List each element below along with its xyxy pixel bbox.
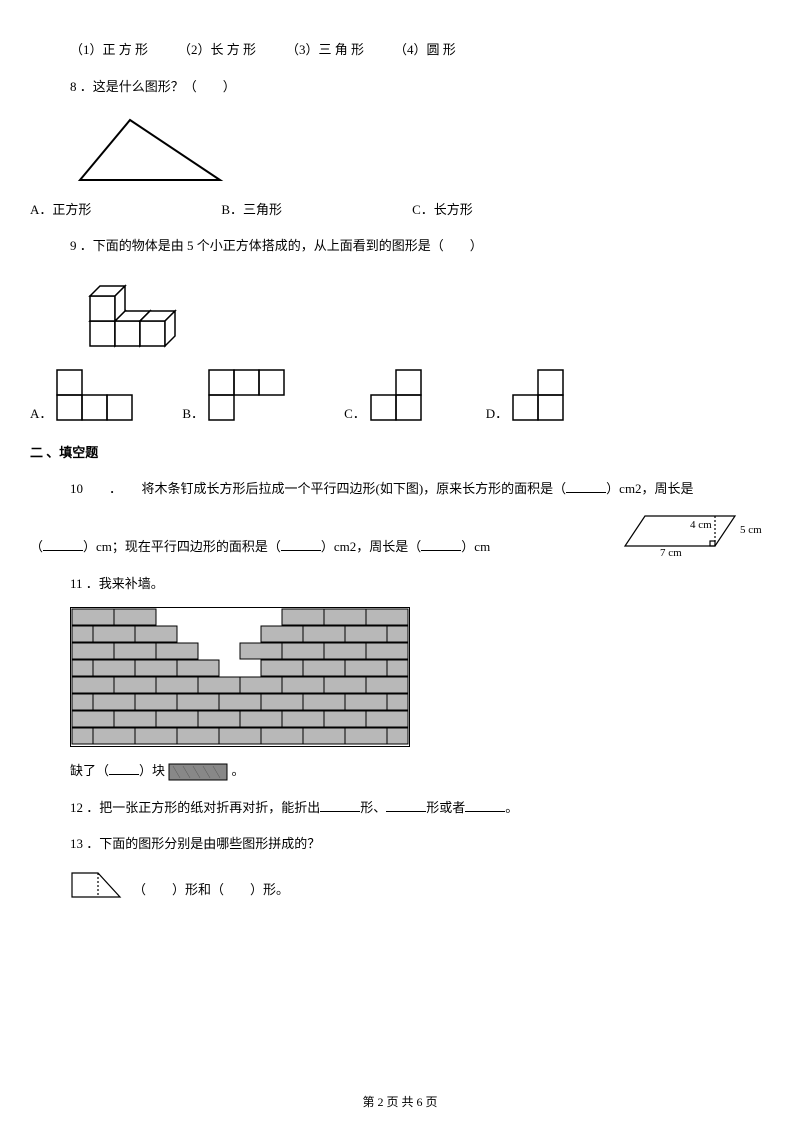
shape-options: （1）正 方 形 （2）长 方 形 （3）三 角 形 （4）圆 形 (30, 40, 770, 61)
q10-l2-mid2: ）cm2，周长是（ (321, 539, 421, 554)
q9-labelD: D． (486, 404, 508, 425)
q10-l2-end: ）cm (461, 539, 490, 554)
q11-text: 11 ．我来补墙。 (70, 574, 770, 595)
question-13: 13 ．下面的图形分别是由哪些图形拼成的？ （ ）形和（ ）形。 (30, 834, 770, 901)
q11-suffix: 。 (232, 763, 245, 778)
q11-prefix: 缺了（ (70, 763, 109, 778)
section-2-title: 二 、填空题 (30, 443, 770, 464)
dim-5cm: 5 cm (740, 524, 762, 536)
q11-mid: ）块 (139, 763, 165, 778)
question-8: 8 ．这是什么图形？（ ） A．正方形 B．三角形 C．长方形 (30, 77, 770, 221)
q12-prefix: 12 ．把一张正方形的纸对折再对折，能折出 (70, 800, 320, 815)
q13-text: 13 ．下面的图形分别是由哪些图形拼成的？ (70, 834, 770, 855)
opt3: （3）三 角 形 (286, 40, 364, 61)
q11-blank[interactable] (109, 761, 139, 775)
q10-blank3[interactable] (281, 537, 321, 551)
q8-optA: A．正方形 (30, 200, 91, 221)
q10-blank1[interactable] (566, 479, 606, 493)
q9-labelA: A． (30, 404, 52, 425)
q9-labelC: C． (344, 404, 366, 425)
question-12: 12 ．把一张正方形的纸对折再对折，能折出 形、 形或者 。 (70, 798, 770, 819)
cube-figure (70, 271, 200, 351)
question-9: 9 ．下面的物体是由 5 个小正方体搭成的，从上面看到的图形是（ ） (30, 236, 770, 425)
q9-labelB: B． (182, 404, 204, 425)
q10-l2-prefix: （ (30, 539, 43, 554)
q12-mid1: 形、 (360, 800, 386, 815)
triangle-figure (70, 110, 230, 190)
q10-mid1: ）cm2，周长是 (606, 481, 693, 496)
parallelogram-figure: 4 cm 5 cm 7 cm (620, 508, 770, 558)
question-11: 11 ．我来补墙。 缺了（ ）块 。 (30, 574, 770, 782)
q12-blank2[interactable] (386, 798, 426, 812)
q10-prefix: 10 ． 将木条钉成长方形后拉成一个平行四边形(如下图)，原来长方形的面积是（ (70, 481, 566, 496)
q12-blank1[interactable] (320, 798, 360, 812)
q8-optC: C．长方形 (412, 200, 473, 221)
page-footer: 第 2 页 共 6 页 (0, 1093, 800, 1112)
q12-blank3[interactable] (465, 798, 505, 812)
question-10: 10 ． 将木条钉成长方形后拉成一个平行四边形(如下图)，原来长方形的面积是（ ）… (30, 476, 770, 558)
q10-l2-mid: ）cm；现在平行四边形的面积是（ (83, 539, 281, 554)
brick-wall (70, 607, 410, 747)
q13-answer: （ ）形和（ ）形。 (133, 880, 289, 901)
opt1: （1）正 方 形 (70, 40, 148, 61)
opt4: （4）圆 形 (394, 40, 456, 61)
q13-figure (70, 871, 125, 901)
dim-4cm: 4 cm (690, 519, 712, 531)
dim-7cm: 7 cm (660, 547, 682, 558)
brick-sample (168, 763, 228, 781)
opt2: （2）长 方 形 (178, 40, 256, 61)
q10-blank2[interactable] (43, 537, 83, 551)
q9-text: 9 ．下面的物体是由 5 个小正方体搭成的，从上面看到的图形是（ ） (70, 236, 770, 257)
q10-blank4[interactable] (421, 537, 461, 551)
q9-figB (204, 365, 304, 425)
q9-figC (366, 365, 446, 425)
q12-suffix: 。 (505, 800, 518, 815)
q9-figD (508, 365, 588, 425)
q9-figA (52, 365, 142, 425)
q12-mid2: 形或者 (426, 800, 465, 815)
q8-text: 8 ．这是什么图形？（ ） (70, 77, 770, 98)
q8-optB: B．三角形 (221, 200, 282, 221)
